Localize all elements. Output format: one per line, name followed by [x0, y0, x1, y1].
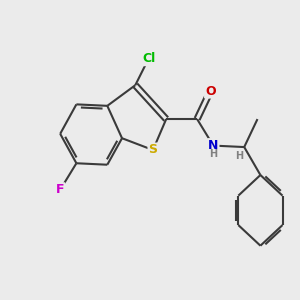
Text: S: S	[148, 143, 158, 157]
Text: N: N	[208, 139, 218, 152]
Text: H: H	[209, 149, 218, 159]
Text: Cl: Cl	[142, 52, 155, 65]
Text: F: F	[56, 183, 64, 196]
Text: O: O	[205, 85, 216, 98]
Text: H: H	[235, 151, 243, 161]
